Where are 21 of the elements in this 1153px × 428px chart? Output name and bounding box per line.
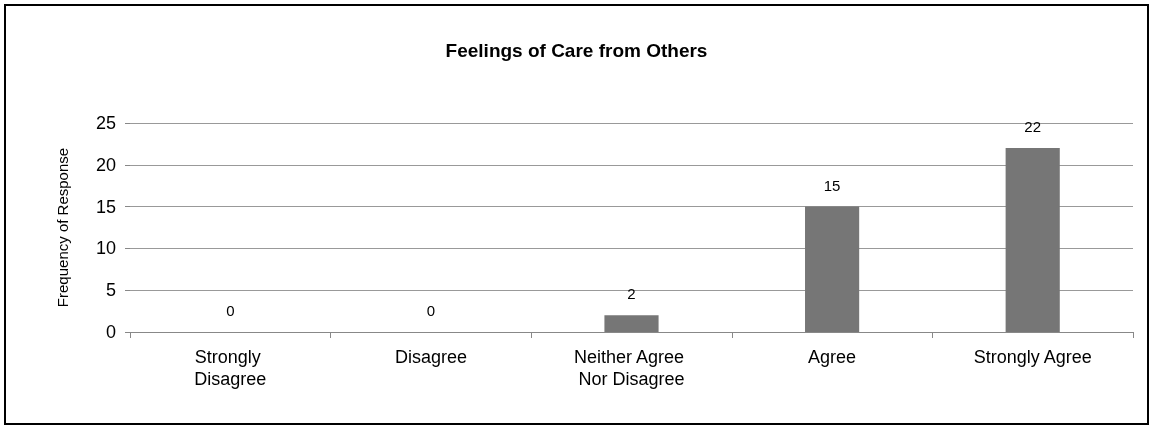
y-tick-label: 5 bbox=[105, 280, 116, 301]
bar bbox=[1005, 148, 1060, 332]
chart-title: Feelings of Care from Others bbox=[445, 40, 708, 61]
x-tick-label: Strongly Disagree bbox=[194, 347, 267, 389]
x-tick-label: Disagree bbox=[394, 347, 467, 367]
data-label: 0 bbox=[426, 302, 436, 319]
data-label: 22 bbox=[1024, 118, 1042, 136]
x-tick-label: Strongly Agree bbox=[973, 347, 1092, 367]
x-tick-label: Agree bbox=[808, 347, 857, 367]
y-axis-title: Frequency of Response bbox=[54, 147, 71, 308]
y-tick-label: 25 bbox=[95, 113, 116, 133]
data-label: 2 bbox=[627, 285, 636, 303]
y-tick-label: 20 bbox=[95, 154, 116, 175]
data-label: 0 bbox=[226, 302, 235, 319]
y-tick-label: 0 bbox=[105, 322, 116, 342]
x-tick-label: Neither Agree Nor Disagree bbox=[573, 347, 690, 389]
data-label: 15 bbox=[823, 176, 841, 194]
y-tick-label: 10 bbox=[95, 238, 116, 259]
y-tick-label: 15 bbox=[95, 196, 116, 217]
bar bbox=[604, 315, 659, 332]
bar bbox=[805, 206, 860, 332]
